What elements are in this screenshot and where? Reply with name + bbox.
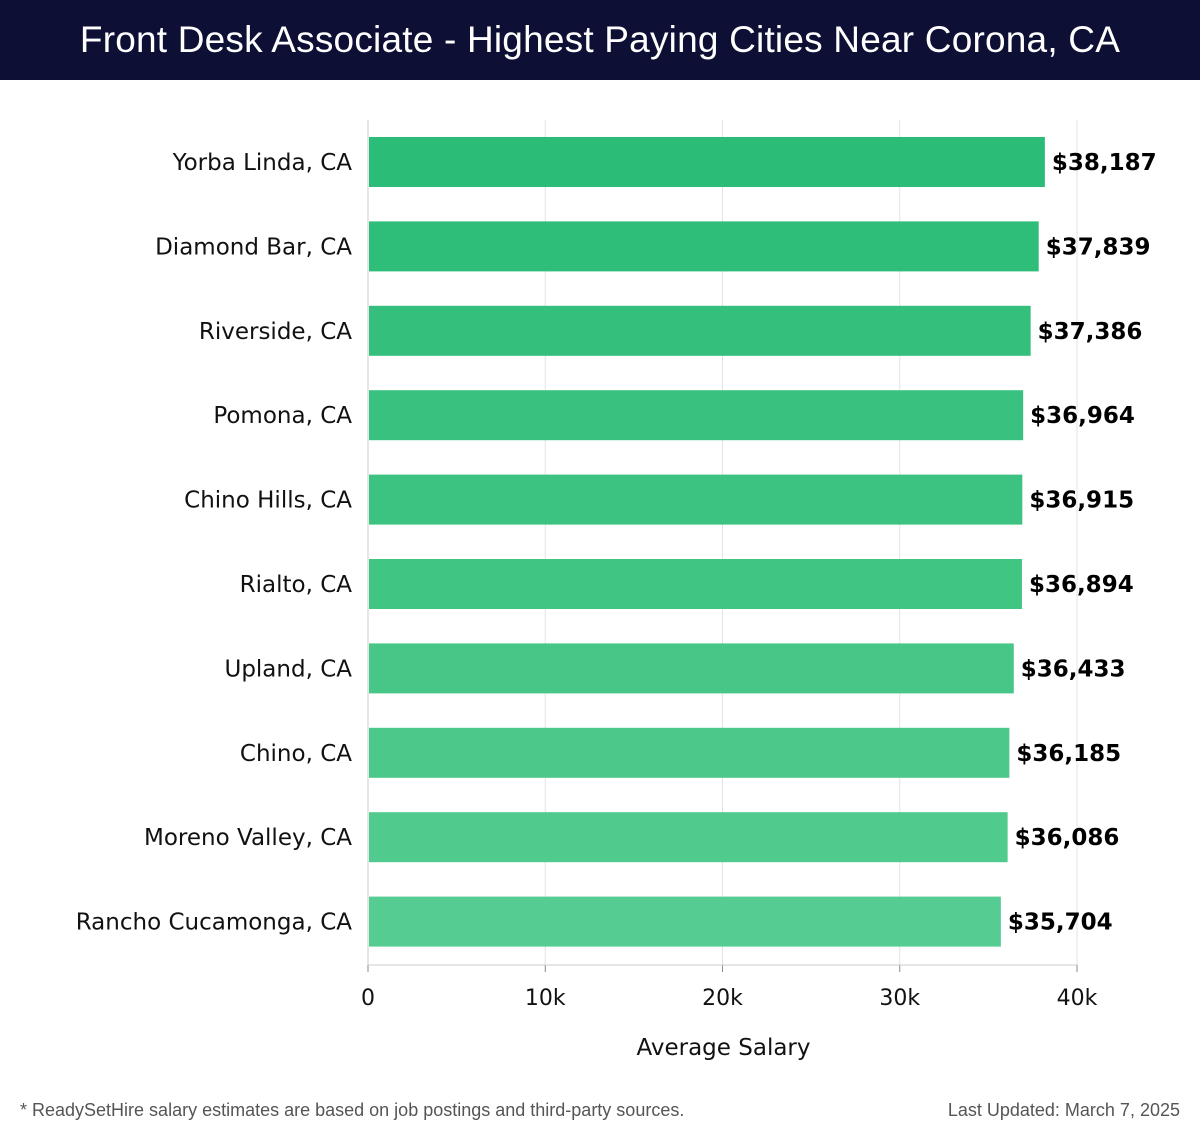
value-label: $35,704 (1008, 910, 1113, 936)
value-label: $36,894 (1029, 572, 1134, 598)
category-label: Rancho Cucamonga, CA (76, 910, 353, 936)
x-tick-label: 10k (525, 986, 566, 1011)
x-axis: 0 10k 20k 30k 40k Average Salary (361, 120, 1098, 1061)
category-label: Riverside, CA (199, 319, 352, 345)
category-label: Chino Hills, CA (184, 488, 352, 514)
category-label: Upland, CA (224, 656, 352, 682)
x-tick-label: 0 (361, 986, 375, 1011)
footnote: * ReadySetHire salary estimates are base… (20, 1100, 685, 1120)
bar (369, 559, 1022, 609)
bar (369, 305, 1031, 356)
category-label: Yorba Linda, CA (172, 150, 353, 176)
value-label: $38,187 (1052, 150, 1157, 176)
bar (369, 727, 1010, 778)
value-label: $36,964 (1030, 403, 1135, 429)
last-updated: Last Updated: March 7, 2025 (947, 1100, 1180, 1120)
x-axis-title: Average Salary (636, 1035, 810, 1061)
bar (369, 896, 1001, 947)
value-label: $36,433 (1021, 656, 1126, 682)
bar (369, 221, 1039, 272)
bar (369, 137, 1045, 187)
value-label: $36,185 (1016, 741, 1121, 767)
category-label: Rialto, CA (240, 572, 353, 598)
value-label: $37,386 (1038, 319, 1143, 345)
labels: Yorba Linda, CA $38,187 Diamond Bar, CA $37… (76, 150, 1157, 936)
category-label: Diamond Bar, CA (155, 234, 352, 260)
bar (369, 390, 1024, 441)
x-tick-label: 40k (1057, 986, 1098, 1011)
salary-bar-chart: 0 10k 20k 30k 40k Average Salary Yorba Linda,… (76, 120, 1157, 1061)
bar (369, 643, 1014, 694)
bar (369, 812, 1008, 863)
chart-title: Front Desk Associate - Highest Paying Ci… (79, 19, 1121, 60)
x-tick-label: 20k (702, 986, 743, 1011)
value-label: $36,915 (1029, 488, 1134, 514)
value-label: $37,839 (1046, 234, 1151, 260)
title-bar: Front Desk Associate - Highest Paying Ci… (0, 0, 1200, 80)
category-label: Chino, CA (240, 741, 352, 767)
bar (369, 474, 1023, 525)
category-label: Pomona, CA (213, 403, 352, 429)
category-label: Moreno Valley, CA (144, 825, 352, 851)
x-tick-label: 30k (879, 986, 920, 1011)
bars (369, 137, 1045, 947)
value-label: $36,086 (1015, 825, 1120, 851)
